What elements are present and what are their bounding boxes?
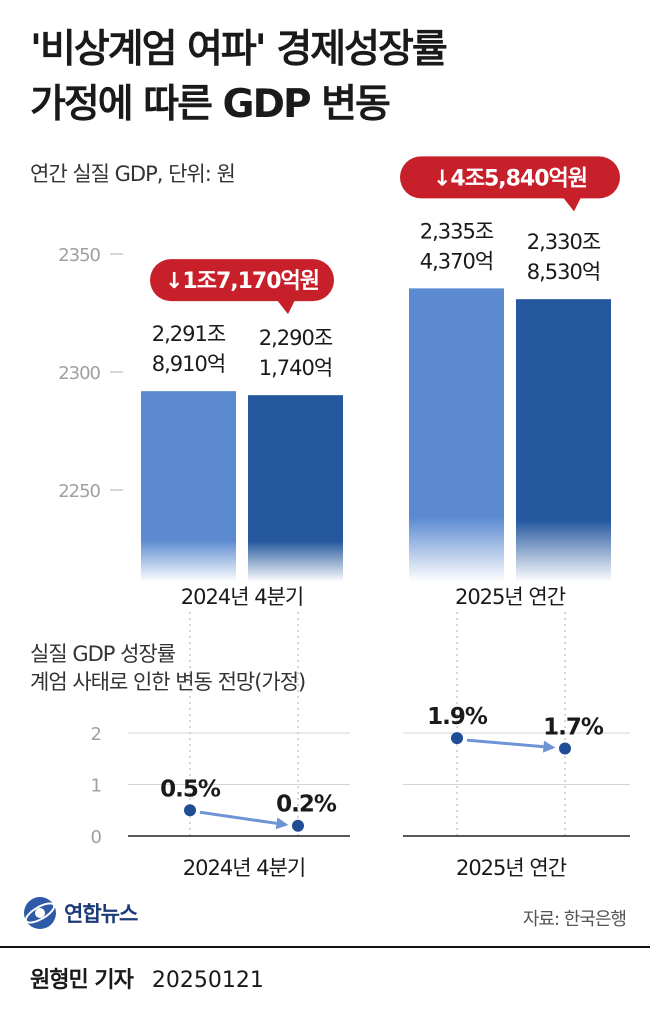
- gdp-subtitle: 연간 실질 GDP, 단위: 원: [30, 162, 236, 186]
- rate-point-label: 0.2%: [276, 792, 337, 818]
- rate-title-line-1: 실질 GDP 성장률: [30, 642, 176, 666]
- rate-change-arrow: [466, 738, 556, 753]
- change-badge-label: ↓4조5,840억원: [433, 166, 587, 191]
- rate-y-tick-label: 2: [91, 724, 102, 745]
- gdp-y-tick-label: 2300: [58, 363, 100, 384]
- byline: 원형민 기자 20250121: [30, 962, 264, 994]
- title-line-1: '비상계엄 여파' 경제성장률: [30, 27, 448, 72]
- reporter-name: 원형민 기자: [30, 968, 134, 993]
- gdp-bar: [248, 395, 343, 582]
- rate-point: [292, 819, 304, 832]
- gdp-bar-value-label: 4,370억: [420, 249, 493, 273]
- rate-point: [184, 804, 196, 817]
- gdp-bar-value-label: 8,530억: [527, 260, 600, 284]
- change-badge-pointer: [563, 197, 581, 212]
- rate-point: [451, 732, 463, 745]
- change-badge: [150, 259, 334, 302]
- chart-title: '비상계엄 여파' 경제성장률 가정에 따른 GDP 변동: [30, 22, 448, 132]
- rate-chart-title: 실질 GDP 성장률 계엄 사태로 인한 변동 전망(가정): [30, 640, 306, 696]
- rate-title-line-2: 계엄 사태로 인한 변동 전망(가정): [30, 670, 306, 694]
- yonhap-globe-icon: [24, 897, 56, 929]
- gdp-bar-value-label: 2,330조: [527, 230, 601, 254]
- gdp-bar: [141, 391, 236, 582]
- gdp-category-label: 2024년 4분기: [181, 585, 303, 609]
- gdp-bar: [409, 288, 504, 582]
- publish-date: 20250121: [151, 968, 264, 993]
- rate-y-tick-label: 1: [91, 776, 102, 797]
- footer-divider: [0, 946, 650, 948]
- gdp-y-tick-label: 2350: [58, 245, 100, 266]
- gdp-y-tick-label: 2250: [58, 481, 100, 502]
- rate-category-label: 2024년 4분기: [183, 856, 305, 880]
- gdp-bar-value-label: 2,335조: [420, 219, 494, 243]
- rate-point-label: 1.9%: [427, 704, 488, 730]
- rate-change-arrow: [199, 810, 289, 830]
- yonhap-logo: 연합뉴스: [22, 895, 138, 931]
- gdp-bar-value-label: 8,910억: [152, 352, 225, 376]
- change-badge-label: ↓1조7,170억원: [165, 269, 319, 294]
- gdp-category-label: 2025년 연간: [455, 585, 566, 609]
- source-note: 자료: 한국은행: [522, 909, 627, 930]
- title-line-2: 가정에 따른 GDP 변동: [30, 82, 391, 127]
- gdp-bar: [516, 299, 611, 582]
- logo-text: 연합뉴스: [64, 902, 138, 926]
- gdp-bar-value-label: 2,291조: [152, 322, 226, 346]
- rate-point: [559, 742, 571, 755]
- rate-category-label: 2025년 연간: [456, 856, 567, 880]
- change-badge-pointer: [277, 300, 295, 315]
- change-badge: [400, 156, 620, 199]
- rate-point-label: 0.5%: [160, 776, 221, 802]
- rate-point-label: 1.7%: [543, 714, 604, 740]
- gdp-bar-value-label: 1,740억: [259, 356, 332, 380]
- rate-y-tick-label: 0: [91, 827, 102, 848]
- gdp-bar-value-label: 2,290조: [259, 326, 333, 350]
